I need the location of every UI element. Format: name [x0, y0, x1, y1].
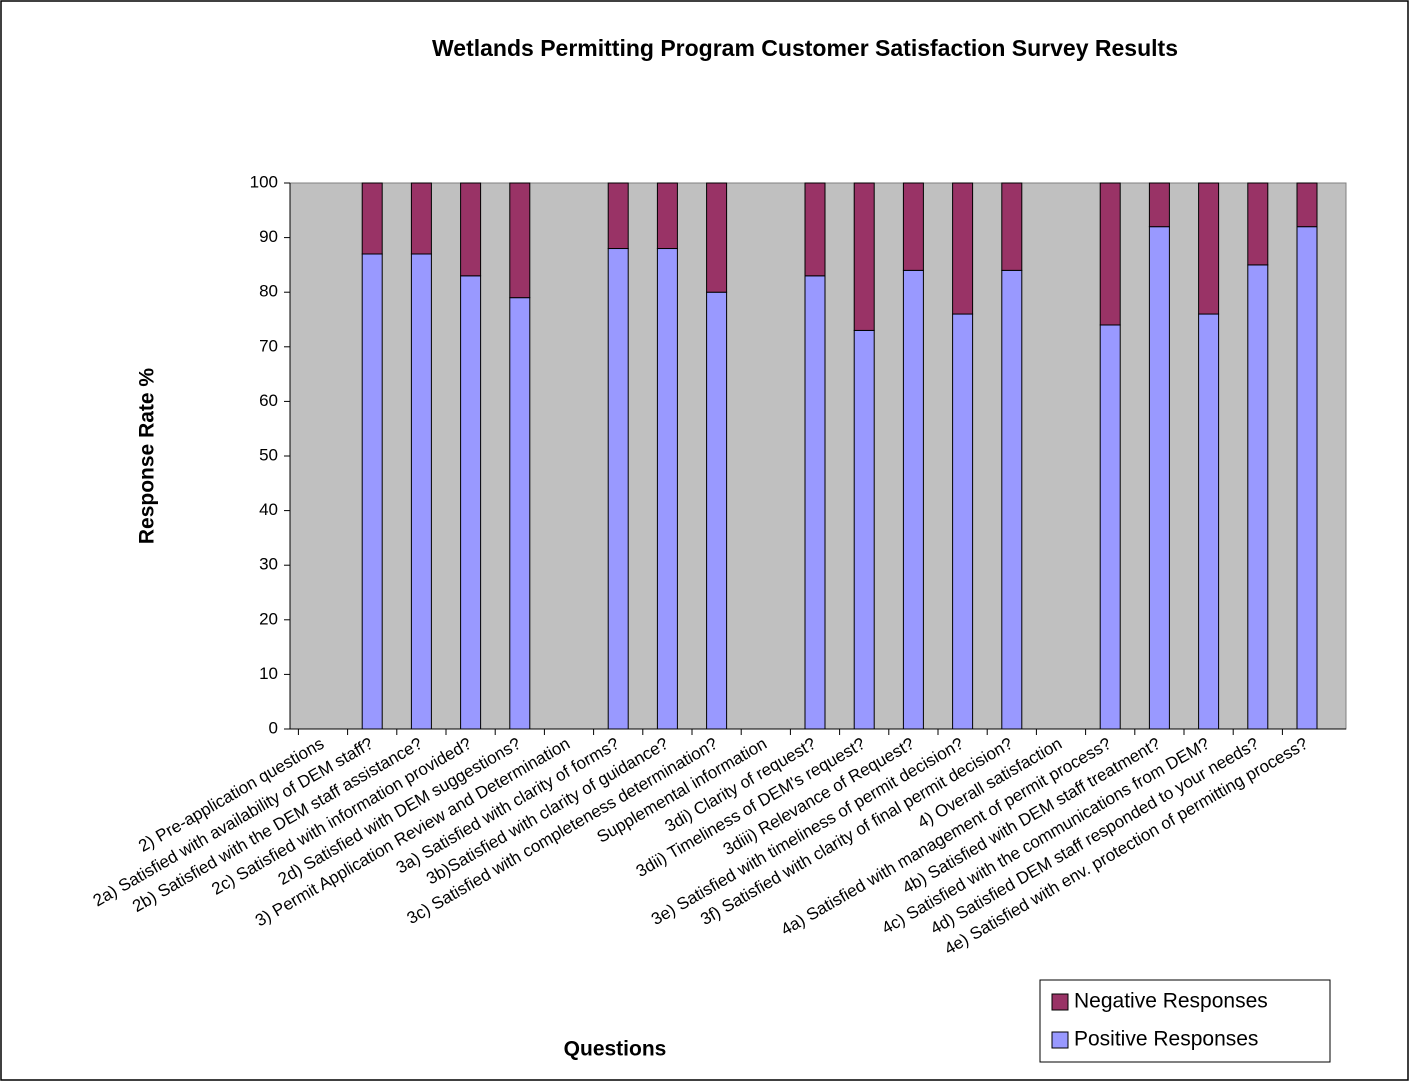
bar-segment	[460, 275, 482, 730]
bar-segment	[1198, 313, 1220, 730]
chart-title: Wetlands Permitting Program Customer Sat…	[432, 35, 1178, 61]
y-tick-label: 20	[259, 609, 278, 628]
legend-box	[1039, 979, 1331, 1063]
y-tick-label: 10	[259, 664, 278, 683]
bar-segment	[853, 329, 875, 730]
legend-swatch	[1051, 1031, 1069, 1049]
y-tick-label: 70	[259, 336, 278, 355]
bar-segment	[656, 182, 678, 250]
bar-segment	[853, 182, 875, 331]
bar-segment	[607, 182, 629, 250]
bar-segment	[952, 313, 974, 730]
bar-segment	[952, 182, 974, 315]
x-axis-label: Questions	[564, 1038, 667, 1061]
bar-segment	[607, 248, 629, 730]
bar-segment	[656, 248, 678, 730]
bar-segment	[1148, 226, 1170, 730]
bar-segment	[1001, 182, 1023, 271]
bar-segment	[509, 297, 531, 730]
bar-segment	[902, 182, 924, 271]
bar-segment	[804, 275, 826, 730]
y-tick-label: 30	[259, 555, 278, 574]
y-tick-label: 60	[259, 391, 278, 410]
y-tick-label: 50	[259, 445, 278, 464]
bar-segment	[1099, 324, 1121, 730]
bar-segment	[509, 182, 531, 299]
bar-segment	[410, 182, 432, 255]
bar-segment	[460, 182, 482, 277]
y-tick-label: 80	[259, 282, 278, 301]
legend-label: Negative Responses	[1074, 990, 1268, 1013]
legend-label: Positive Responses	[1074, 1028, 1258, 1051]
bar-segment	[1148, 182, 1170, 228]
bar-segment	[1247, 264, 1269, 730]
bar-segment	[1001, 269, 1023, 730]
y-tick-label: 40	[259, 500, 278, 519]
y-axis-label: Response Rate %	[136, 368, 159, 545]
bar-segment	[1247, 182, 1269, 266]
bar-segment	[902, 269, 924, 730]
y-tick-label: 0	[269, 718, 278, 737]
bar-segment	[361, 253, 383, 730]
bar-segment	[1296, 182, 1318, 228]
legend-swatch	[1051, 993, 1069, 1011]
bar-segment	[361, 182, 383, 255]
bar-segment	[706, 182, 728, 293]
bar-segment	[1198, 182, 1220, 315]
y-tick-label: 100	[250, 172, 278, 191]
bar-segment	[706, 291, 728, 730]
bar-segment	[1296, 226, 1318, 730]
bar-segment	[804, 182, 826, 277]
y-tick-label: 90	[259, 227, 278, 246]
bar-segment	[1099, 182, 1121, 326]
bar-segment	[410, 253, 432, 730]
